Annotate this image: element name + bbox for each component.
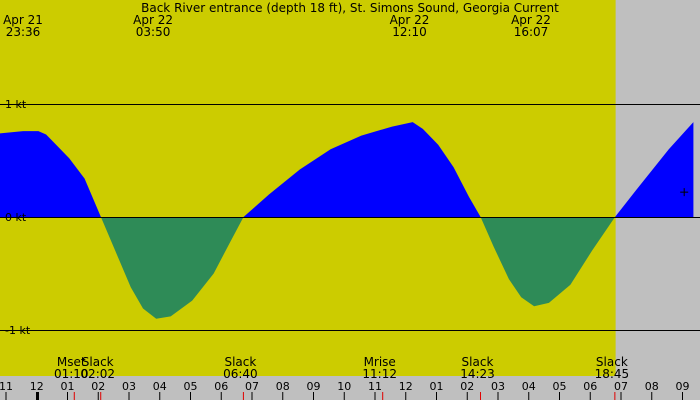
bottom-label-name-0: Mset	[57, 355, 86, 369]
ebb-area-1	[100, 217, 244, 319]
top-label-date-0: Apr 21	[3, 13, 43, 27]
bottom-label-time-2: 06:40	[223, 367, 258, 381]
hour-tick-label-18: 05	[553, 380, 567, 393]
top-label-date-3: Apr 22	[511, 13, 551, 27]
ebb-area-3	[480, 217, 615, 307]
hour-tick-label-16: 03	[491, 380, 505, 393]
bottom-label-name-1: Slack	[82, 355, 114, 369]
flood-area-2	[243, 122, 481, 217]
y-axis-label-0: 1 kt	[5, 98, 27, 111]
top-label-date-1: Apr 22	[133, 13, 173, 27]
hour-tick-label-8: 07	[245, 380, 259, 393]
top-label-time-2: 12:10	[392, 25, 427, 39]
midnight-marker	[36, 392, 39, 400]
hour-tick-label-22: 09	[676, 380, 690, 393]
y-axis-label-layer: 1 kt 0 kt -1 kt	[5, 98, 31, 337]
bottom-label-name-3: Mrise	[364, 355, 396, 369]
hour-tick-label-13: 12	[399, 380, 413, 393]
hour-tick-label-15: 02	[460, 380, 474, 393]
y-axis-label-1: 0 kt	[5, 211, 27, 224]
time-axis-strip	[0, 376, 700, 400]
chart-title: Back River entrance (depth 18 ft), St. S…	[141, 1, 559, 15]
hour-tick-label-11: 10	[337, 380, 351, 393]
hour-tick-label-1: 12	[30, 380, 44, 393]
hour-tick-label-12: 11	[368, 380, 382, 393]
bottom-label-name-4: Slack	[462, 355, 494, 369]
bottom-label-layer: Mset01:10Slack02:02Slack06:40Mrise11:12S…	[54, 355, 629, 381]
top-label-time-0: 23:36	[6, 25, 41, 39]
hour-tick-label-6: 05	[184, 380, 198, 393]
hour-tick-label-9: 08	[276, 380, 290, 393]
tide-area-layer	[0, 122, 694, 319]
bottom-label-time-0: 01:10	[54, 367, 89, 381]
hour-tick-label-0: 11	[0, 380, 13, 393]
bottom-label-time-5: 18:45	[595, 367, 630, 381]
top-label-time-1: 03:50	[136, 25, 171, 39]
top-label-time-3: 16:07	[514, 25, 549, 39]
bottom-label-name-2: Slack	[224, 355, 256, 369]
bottom-label-name-5: Slack	[596, 355, 628, 369]
top-label-date-2: Apr 22	[390, 13, 430, 27]
bottom-label-time-4: 14:23	[460, 367, 495, 381]
hour-tick-label-20: 07	[614, 380, 628, 393]
hour-tick-layer: 11 12 01 02 03 04 05 06 07 08 09 10 11 12 01 02 03 04 05 06…	[0, 188, 690, 400]
hour-tick-label-10: 09	[307, 380, 321, 393]
hour-tick-label-17: 04	[522, 380, 536, 393]
y-axis-label-2: -1 kt	[5, 324, 31, 337]
bottom-label-time-3: 11:12	[362, 367, 397, 381]
hour-tick-label-2: 01	[61, 380, 75, 393]
hour-tick-label-3: 02	[91, 380, 105, 393]
bottom-label-time-1: 02:02	[80, 367, 115, 381]
hour-tick-label-21: 08	[645, 380, 659, 393]
hour-tick-label-4: 03	[122, 380, 136, 393]
flood-area-4	[615, 122, 694, 217]
hour-tick-label-7: 06	[214, 380, 228, 393]
hour-tick-label-5: 04	[153, 380, 167, 393]
hour-tick-label-19: 06	[583, 380, 597, 393]
gridline-layer	[0, 104, 700, 331]
flood-area-0	[0, 131, 101, 217]
hour-tick-label-14: 01	[430, 380, 444, 393]
